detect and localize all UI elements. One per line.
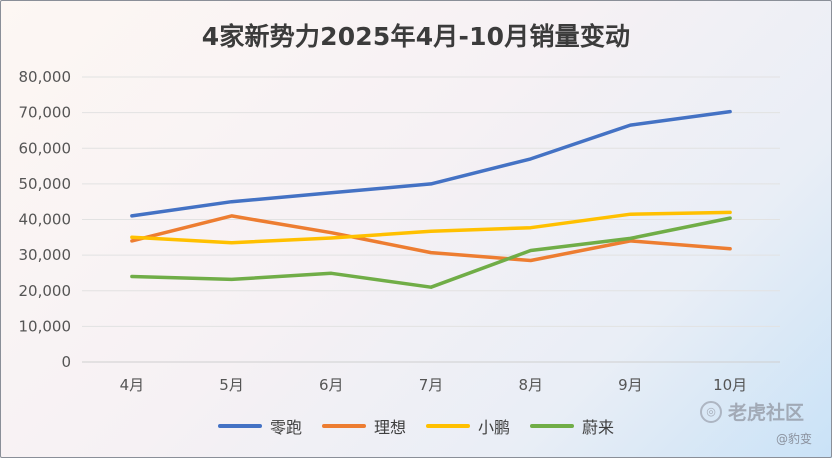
y-tick-label: 20,000 (19, 282, 72, 300)
y-tick-label: 10,000 (19, 317, 72, 335)
legend-swatch (426, 424, 470, 428)
legend: 零跑 理想 小鹏 蔚来 (0, 414, 832, 438)
y-tick-label: 0 (61, 353, 71, 371)
legend-label: 理想 (373, 418, 406, 437)
y-tick-label: 80,000 (19, 68, 72, 86)
series-line (130, 214, 732, 263)
tiger-logo-icon: ◎ (700, 400, 722, 423)
chart-title: 4家新势力2025年4月-10月销量变动 (201, 22, 631, 51)
watermark-author: @豹变 (776, 432, 813, 446)
y-tick-label: 50,000 (19, 175, 72, 193)
y-tick-label: 70,000 (19, 104, 72, 122)
legend-label: 小鹏 (478, 418, 511, 437)
y-tick-label: 40,000 (19, 211, 72, 229)
legend-label: 蔚来 (582, 418, 615, 437)
legend-item: 理想 (321, 414, 406, 438)
series-lines (130, 109, 732, 289)
legend-swatch (321, 424, 366, 428)
legend-label: 零跑 (269, 418, 302, 437)
y-tick-label: 30,000 (19, 246, 72, 264)
legend-swatch (530, 424, 575, 428)
legend-item: 小鹏 (426, 414, 510, 438)
x-tick-label: 4月 (120, 376, 145, 394)
x-tick-label: 5月 (219, 376, 244, 394)
x-tick-label: 6月 (319, 376, 344, 394)
x-axis: 4月 5月 6月 7月 8月 9月 10月 (120, 376, 748, 394)
y-tick-label: 60,000 (19, 139, 72, 157)
x-tick-label: 8月 (518, 376, 543, 394)
watermark: ◎ 老虎社区 (700, 398, 804, 425)
x-tick-label: 10月 (713, 376, 747, 394)
legend-item: 蔚来 (530, 414, 614, 438)
legend-item: 零跑 (217, 414, 302, 438)
y-axis: 0 10,000 20,000 30,000 40,000 50,000 60,000 70,… (19, 68, 72, 371)
legend-swatch (217, 424, 262, 428)
series-line (130, 109, 732, 218)
series-line (130, 210, 732, 245)
x-tick-label: 9月 (618, 376, 643, 394)
x-tick-label: 7月 (419, 376, 444, 394)
series-line (130, 216, 732, 289)
watermark-text: 老虎社区 (728, 402, 805, 424)
